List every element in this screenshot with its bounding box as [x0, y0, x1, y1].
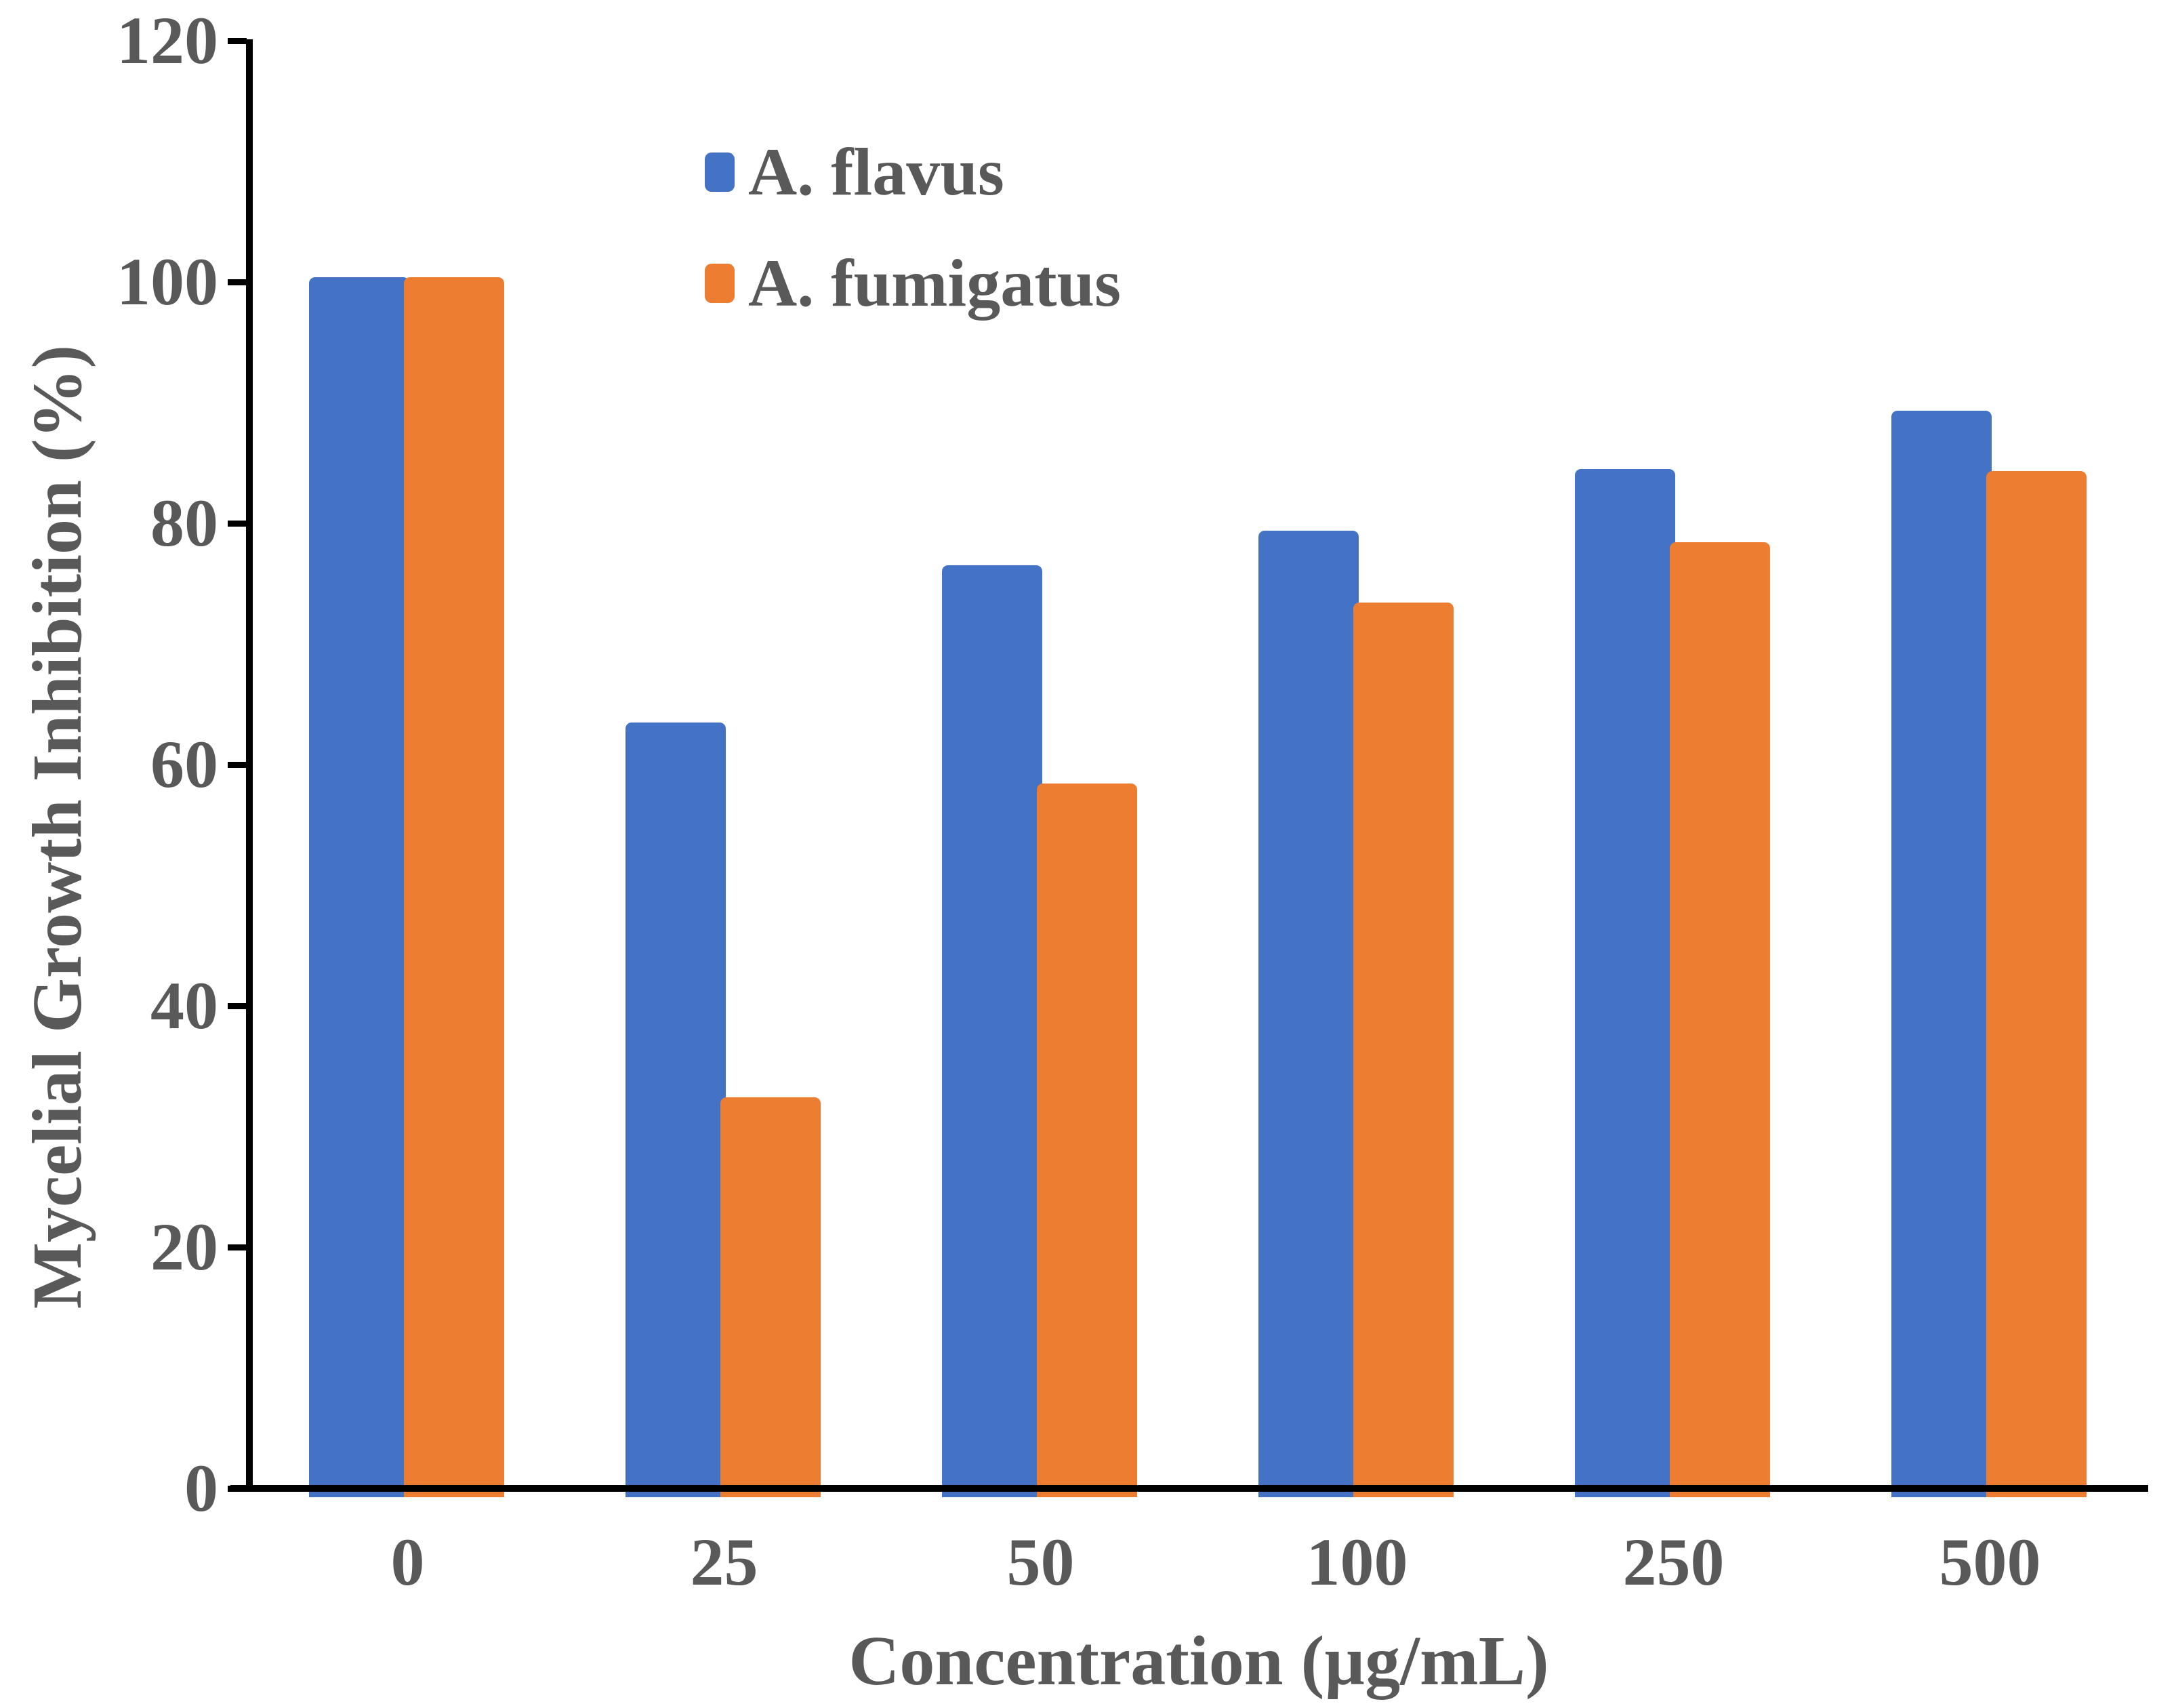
legend-label: A. flavus: [748, 134, 1004, 209]
x-tick-label-50: 50: [1006, 1524, 1075, 1600]
y-tick-label-40: 40: [150, 968, 218, 1043]
bar-a-flavus-x250: [1574, 468, 1675, 1497]
y-axis-line: [246, 39, 253, 1492]
legend-item-a-fumigatus: A. fumigatus: [705, 245, 1121, 321]
plot-area: [230, 41, 2148, 1497]
bar-a-flavus-x500: [1891, 411, 1992, 1497]
y-tick-mark-40: [228, 1002, 247, 1009]
legend-label: A. fumigatus: [748, 245, 1122, 321]
x-tick-label-0: 0: [390, 1524, 425, 1600]
y-tick-mark-60: [228, 761, 247, 768]
y-tick-label-100: 100: [117, 244, 218, 319]
x-tick-label-25: 25: [690, 1524, 758, 1600]
y-tick-label-0: 0: [184, 1450, 218, 1526]
y-axis-title: Mycelial Growth Inhibition (%): [18, 344, 96, 1309]
y-tick-mark-100: [228, 279, 247, 285]
x-axis-line: [230, 1485, 2148, 1492]
y-tick-label-60: 60: [150, 727, 218, 802]
bar-a-flavus-x50: [941, 565, 1042, 1497]
y-tick-label-80: 80: [150, 485, 218, 561]
bar-a-flavus-x25: [625, 722, 726, 1497]
legend-swatch-icon: [705, 264, 735, 303]
bar-a-fumigatus-x100: [1353, 603, 1454, 1497]
y-tick-mark-120: [228, 37, 247, 44]
y-tick-label-120: 120: [117, 3, 218, 78]
bar-a-fumigatus-x500: [1986, 471, 2087, 1497]
bar-a-fumigatus-x250: [1669, 542, 1770, 1497]
y-tick-label-20: 20: [150, 1209, 218, 1284]
x-tick-label-500: 500: [1939, 1524, 2041, 1600]
legend-swatch-icon: [705, 152, 735, 192]
bar-a-fumigatus-x25: [720, 1097, 821, 1497]
x-tick-label-250: 250: [1622, 1524, 1725, 1600]
bar-a-fumigatus-x0: [403, 277, 504, 1497]
x-tick-label-100: 100: [1306, 1524, 1408, 1600]
y-tick-mark-80: [228, 520, 247, 527]
legend-item-a-flavus: A. flavus: [705, 134, 1121, 210]
x-axis-title: Concentration (µg/mL): [848, 1622, 1549, 1700]
bar-a-fumigatus-x50: [1036, 784, 1137, 1497]
legend: A. flavus A. fumigatus: [705, 134, 1121, 321]
bar-a-flavus-x100: [1258, 530, 1359, 1497]
y-tick-mark-20: [228, 1244, 247, 1250]
bar-a-flavus-x0: [308, 277, 409, 1497]
